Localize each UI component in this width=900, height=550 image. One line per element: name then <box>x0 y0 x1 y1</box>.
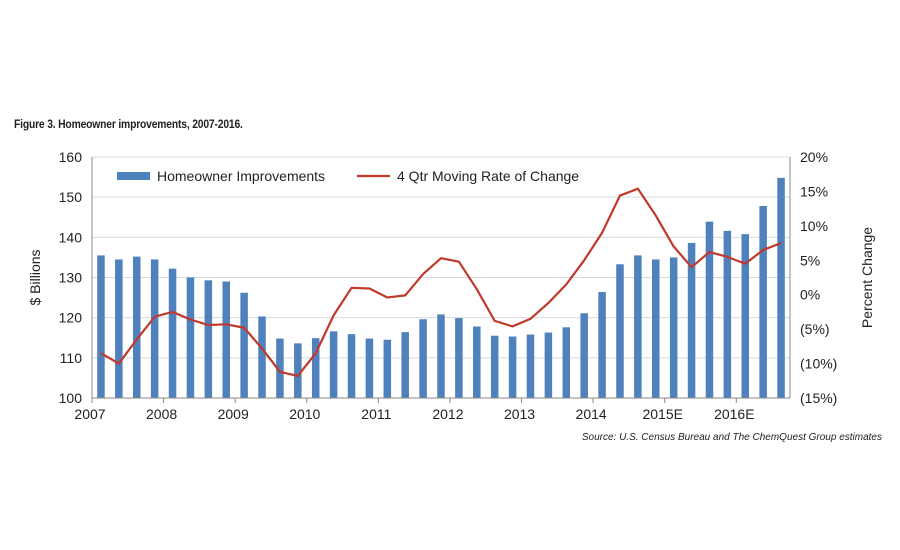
legend-label-bars: Homeowner Improvements <box>157 168 325 184</box>
bar <box>580 313 588 398</box>
bar <box>294 343 302 398</box>
bar <box>97 255 105 398</box>
x-tick-label: 2010 <box>289 406 320 422</box>
figure-title: Figure 3. Homeowner improvements, 2007-2… <box>14 117 243 131</box>
bar <box>526 334 535 398</box>
x-tick-label: 2009 <box>218 406 249 422</box>
bar <box>419 319 427 398</box>
bar <box>669 257 678 398</box>
axes: 100 110 120 130 140 150 160 (15%) (10%) (5%) 0% 5% 1… <box>59 149 838 422</box>
bar <box>562 327 571 398</box>
y2-axis-label: Percent Change <box>859 227 875 328</box>
bar <box>222 281 230 398</box>
bar <box>365 338 374 398</box>
bar <box>258 316 266 398</box>
y-tick-label: 140 <box>59 229 83 245</box>
bar <box>687 242 696 398</box>
bar <box>186 277 195 398</box>
bar <box>741 234 750 398</box>
y-axis-label: $ Billions <box>27 249 43 305</box>
bar <box>544 332 553 398</box>
bar <box>634 255 642 398</box>
bar <box>115 259 123 398</box>
x-tick-label: 2008 <box>146 406 177 422</box>
bar <box>240 292 248 398</box>
bar <box>777 177 785 398</box>
y2-tick-label: 15% <box>800 183 828 199</box>
bar <box>383 339 392 398</box>
legend: Homeowner Improvements 4 Qtr Moving Rate… <box>117 168 579 184</box>
y2-tick-label: 0% <box>800 287 820 303</box>
source-note: Source: U.S. Census Bureau and The ChemQ… <box>581 432 882 443</box>
bar <box>652 259 660 398</box>
x-tick-label: 2012 <box>432 406 463 422</box>
legend-label-line: 4 Qtr Moving Rate of Change <box>397 168 579 184</box>
bar <box>204 280 213 398</box>
bar <box>490 335 499 398</box>
y-tick-label: 120 <box>59 310 83 326</box>
bar <box>455 318 463 398</box>
y-tick-label: 110 <box>60 350 83 366</box>
y2-tick-label: (10%) <box>800 356 837 372</box>
y2-tick-label: (5%) <box>800 321 830 337</box>
bar <box>168 268 177 398</box>
bar <box>473 326 481 398</box>
y-tick-label: 130 <box>59 270 83 286</box>
y-tick-label: 160 <box>59 149 83 165</box>
x-tick-label: 2015E <box>642 406 682 422</box>
bar <box>311 338 320 398</box>
y-tick-label: 150 <box>59 189 83 205</box>
bar <box>276 338 284 398</box>
bar <box>437 314 445 398</box>
bar <box>132 256 141 398</box>
legend-swatch-bars <box>117 172 150 180</box>
bar <box>508 336 517 398</box>
bar <box>616 264 624 398</box>
x-tick-label: 2007 <box>74 406 105 422</box>
bar <box>598 291 606 398</box>
y-tick-label: 100 <box>59 390 83 406</box>
line-series <box>100 187 782 378</box>
y2-tick-label: (15%) <box>800 390 837 406</box>
x-tick-label: 2014 <box>576 406 607 422</box>
y2-tick-label: 5% <box>800 252 820 268</box>
y2-tick-label: 10% <box>800 218 828 234</box>
bar <box>705 221 714 398</box>
x-tick-label: 2016E <box>714 406 754 422</box>
bar <box>150 259 159 398</box>
bar <box>759 206 767 398</box>
y2-tick-label: 20% <box>800 149 828 165</box>
x-tick-label: 2011 <box>361 406 391 422</box>
bar <box>329 331 338 398</box>
bar <box>401 332 409 398</box>
bar-series <box>97 177 785 398</box>
bar <box>347 334 356 398</box>
bar <box>723 230 732 398</box>
x-tick-label: 2013 <box>504 406 535 422</box>
